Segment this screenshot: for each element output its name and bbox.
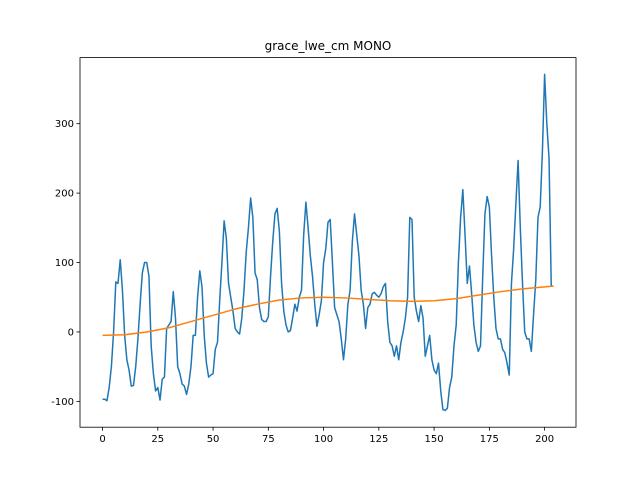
- x-tick-label: 100: [314, 434, 333, 445]
- x-tick-label: 150: [425, 434, 444, 445]
- x-tick-label: 200: [535, 434, 554, 445]
- chart-title: grace_lwe_cm MONO: [265, 39, 392, 53]
- y-tick-label: 300: [55, 119, 74, 130]
- line: [102, 73, 554, 412]
- y-tick-label: 200: [55, 189, 74, 200]
- x-tick-label: 0: [99, 434, 105, 445]
- line: [102, 285, 554, 337]
- y-tick-label: 0: [68, 327, 74, 338]
- x-tick-label: 175: [480, 434, 499, 445]
- x-tick-label: 75: [262, 434, 275, 445]
- plot-frame: [79, 57, 577, 428]
- x-tick-label: 25: [151, 434, 164, 445]
- y-tick-label: -100: [51, 397, 74, 408]
- x-tick-label: 50: [207, 434, 220, 445]
- y-tick-label: 100: [55, 258, 74, 269]
- x-tick-label: 125: [369, 434, 388, 445]
